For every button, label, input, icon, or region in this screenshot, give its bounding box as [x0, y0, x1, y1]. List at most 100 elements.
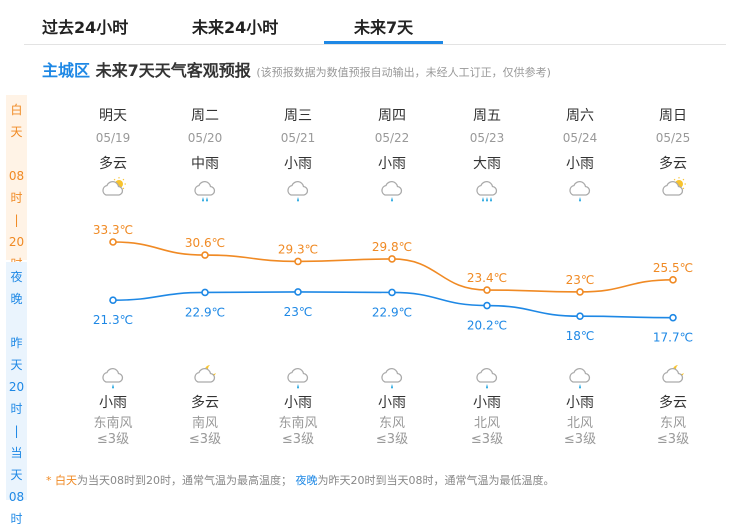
- side-label-char: 08: [8, 490, 25, 504]
- night-temp-label: 23℃: [284, 305, 313, 319]
- day-column: 周三 05/21 小雨: [258, 105, 338, 203]
- wind-level: ≤3级: [281, 432, 315, 447]
- side-label-char: 时: [10, 402, 23, 416]
- tab-next-7d[interactable]: 未来7天: [323, 14, 444, 44]
- night-temp-label: 17.7℃: [653, 331, 693, 345]
- day-temp-point: [576, 288, 584, 296]
- weekday: 周三: [284, 108, 312, 124]
- light-rain-icon: [287, 368, 309, 389]
- night-temp-point: [576, 312, 584, 321]
- tab-next-24h[interactable]: 未来24小时: [192, 18, 279, 37]
- weekday: 周日: [659, 108, 687, 124]
- night-column: 小雨 东南风 ≤3级: [258, 362, 338, 448]
- wind-level: ≤3级: [563, 432, 597, 447]
- footnote: * 白天为当天08时到20时，通常气温为最高温度； 夜晚为昨天20时到当天08时…: [46, 472, 555, 488]
- wind-direction: 北风: [566, 416, 593, 431]
- day-weather: 多云: [99, 156, 127, 172]
- tab-past-24h[interactable]: 过去24小时: [42, 18, 129, 37]
- light-rain-icon: [569, 368, 591, 389]
- night-weather: 小雨: [99, 395, 127, 411]
- day-weather: 小雨: [566, 156, 594, 172]
- night-weather: 小雨: [284, 395, 312, 411]
- day-temp-label: 23℃: [566, 273, 595, 287]
- night-temp-label: 21.3℃: [93, 313, 133, 327]
- light-rain-icon: [102, 368, 124, 389]
- night-weather: 多云: [191, 395, 219, 411]
- side-label-char: 天: [10, 468, 23, 482]
- day-weather: 中雨: [191, 156, 219, 172]
- night-column: 小雨 东风 ≤3级: [352, 362, 432, 448]
- weekday: 周二: [191, 108, 219, 124]
- page-title: 主城区 未来7天天气客观预报 (该预报数据为数值预报自动输出，未经人工订正，仅供…: [42, 57, 551, 81]
- night-temp-label: 22.9℃: [185, 305, 225, 319]
- date: 05/25: [655, 131, 691, 145]
- heavy-rain-icon: [476, 181, 498, 202]
- day-column: 周六 05/24 小雨: [540, 105, 620, 203]
- day-column: 周四 05/22 小雨: [352, 105, 432, 203]
- day-column: 周二 05/20 中雨: [165, 105, 245, 203]
- partly-cloudy-day-icon: [662, 177, 686, 196]
- wind-direction: 东风: [659, 416, 686, 431]
- wind-direction: 东南风: [93, 416, 133, 431]
- date: 05/22: [374, 131, 410, 145]
- night-weather: 小雨: [566, 395, 594, 411]
- footnote-day-label: 白天: [55, 474, 77, 487]
- day-temp-point: [109, 238, 117, 246]
- date: 05/23: [469, 131, 505, 145]
- night-temp-point: [294, 288, 302, 296]
- night-weather: 小雨: [473, 395, 501, 411]
- footnote-night-label: 夜晚: [295, 474, 318, 487]
- day-temp-point: [669, 276, 677, 284]
- date: 05/21: [280, 131, 316, 145]
- light-rain-icon: [381, 368, 403, 389]
- night-temp-label: 22.9℃: [372, 305, 412, 319]
- date: 05/20: [187, 131, 223, 145]
- day-weather: 小雨: [378, 156, 406, 172]
- wind-level: ≤3级: [470, 432, 504, 447]
- weekday: 周六: [566, 108, 594, 124]
- side-label-char: 当: [10, 446, 23, 460]
- day-temp-label: 33.3℃: [93, 223, 133, 237]
- night-column: 多云 东风 ≤3级: [633, 362, 713, 448]
- title-note: (该预报数据为数值预报自动输出，未经人工订正，仅供参考): [256, 66, 551, 79]
- night-temp-point: [388, 288, 396, 297]
- light-rain-icon: [381, 181, 403, 202]
- partly-cloudy-day-icon: [102, 177, 126, 196]
- side-label-char: [6, 143, 27, 165]
- side-label-char: |: [14, 213, 19, 227]
- side-label-char: 时: [10, 512, 23, 526]
- date: 05/24: [562, 131, 598, 145]
- wind-level: ≤3级: [375, 432, 409, 447]
- weekday: 周四: [378, 108, 406, 124]
- side-label-char: 20: [8, 380, 25, 394]
- wind-level: ≤3级: [656, 432, 690, 447]
- partly-cloudy-night-icon: [662, 365, 684, 383]
- wind-direction: 南风: [191, 416, 218, 431]
- location: 主城区: [42, 61, 91, 80]
- day-temp-label: 29.8℃: [372, 240, 412, 254]
- night-temp-label: 20.2℃: [467, 319, 507, 333]
- night-temp-point: [669, 313, 677, 322]
- title-text: 未来7天天气客观预报: [95, 61, 251, 80]
- night-weather: 小雨: [378, 395, 406, 411]
- side-label-char: 天: [10, 358, 23, 372]
- light-rain-icon: [476, 368, 498, 389]
- night-temp-point: [109, 296, 117, 304]
- footnote-star: *: [46, 474, 55, 487]
- side-label-char: 天: [10, 125, 23, 139]
- day-label-strip: 白天 08时|20时: [6, 95, 27, 271]
- weekday: 明天: [99, 108, 127, 124]
- day-weather: 大雨: [473, 156, 501, 172]
- day-column: 周五 05/23 大雨: [447, 105, 527, 203]
- date: 05/19: [95, 131, 131, 145]
- wind-direction: 东南风: [278, 416, 318, 431]
- day-temp-point: [201, 251, 209, 259]
- side-label-char: 20: [8, 235, 25, 249]
- partly-cloudy-night-icon: [194, 365, 216, 383]
- day-column: 明天 05/19 多云: [73, 105, 153, 203]
- day-temp-label: 23.4℃: [467, 271, 507, 285]
- moderate-rain-icon: [194, 181, 216, 202]
- wind-direction: 北风: [473, 416, 500, 431]
- side-label-char: 夜: [10, 270, 23, 284]
- wind-level: ≤3级: [188, 432, 222, 447]
